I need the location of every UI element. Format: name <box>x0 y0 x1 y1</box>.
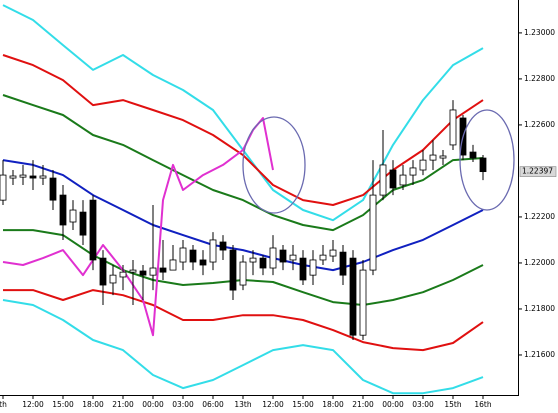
x-tick-label: 00:00 <box>382 400 404 409</box>
x-tick-label: 15:00 <box>52 400 74 409</box>
candle-body <box>309 259 317 276</box>
last-price-box <box>519 166 557 177</box>
candle-body <box>439 155 447 159</box>
candle-body <box>209 239 217 263</box>
candle-body <box>99 257 107 286</box>
candle-body <box>79 211 87 236</box>
candle-body <box>389 169 397 189</box>
x-tick-label: 16th <box>474 400 491 409</box>
candle-body <box>139 270 147 276</box>
y-tick-label: 1.22200 <box>524 212 555 221</box>
candle-body <box>189 249 197 263</box>
x-tick-label: 12:00 <box>22 400 44 409</box>
x-tick-label: 21:00 <box>352 400 374 409</box>
y-tick-label: 1.22600 <box>524 120 555 129</box>
candle-body <box>469 151 477 159</box>
axes: 1.23000 1.22800 1.22600 1.22200 1.22000 1.218… <box>0 28 557 409</box>
candle-body <box>119 271 127 278</box>
candle-body <box>129 269 137 273</box>
indicator-line <box>2 159 484 272</box>
candle-body <box>39 175 47 179</box>
candle-body <box>29 175 37 179</box>
candle-body <box>269 247 277 269</box>
candle-body <box>399 174 407 186</box>
x-tick-label: 06:00 <box>202 400 224 409</box>
x-tick-label: 18:00 <box>82 400 104 409</box>
x-tick-label: 03:00 <box>412 400 434 409</box>
highlight-ellipse <box>242 116 306 214</box>
candle-body <box>369 194 377 271</box>
candle-body <box>89 199 97 261</box>
candle-body <box>9 175 17 179</box>
candle-body <box>319 254 327 261</box>
candle-body <box>199 259 207 266</box>
candle-body <box>229 249 237 291</box>
candle-body <box>179 247 187 263</box>
candle-body <box>379 164 387 196</box>
x-tick-label: th <box>0 400 7 409</box>
candle-body <box>409 167 417 176</box>
candle-body <box>289 254 297 261</box>
candle-body <box>219 241 227 251</box>
candle-body <box>169 259 177 271</box>
indicator-line <box>3 289 484 352</box>
candle-body <box>19 174 27 178</box>
candle-body <box>149 267 157 276</box>
indicator-line <box>2 299 484 395</box>
candle-body <box>339 251 347 276</box>
candle-body <box>449 109 457 146</box>
candle-body <box>249 257 257 263</box>
candle-body <box>109 274 117 284</box>
candle-body <box>0 174 7 201</box>
candle-body <box>479 157 487 173</box>
last-price-label: 1.22397 <box>522 167 553 176</box>
x-tick-label: 18:00 <box>322 400 344 409</box>
x-tick-label: 21:00 <box>112 400 134 409</box>
candle-body <box>239 261 247 286</box>
x-tick-label: 00:00 <box>142 400 164 409</box>
y-tick-label: 1.21600 <box>524 350 555 359</box>
candle-body <box>359 269 367 336</box>
y-tick-label: 1.22000 <box>524 258 555 267</box>
y-tick-label: 1.23000 <box>524 28 555 37</box>
x-tick-label: 15:00 <box>292 400 314 409</box>
candle-body <box>299 257 307 281</box>
x-tick-label: 12:00 <box>262 400 284 409</box>
candle-body <box>69 209 77 223</box>
candle-body <box>159 267 167 273</box>
y-tick-label: 1.21800 <box>524 304 555 313</box>
candle-body <box>49 177 57 201</box>
x-tick-label: 15th <box>444 400 461 409</box>
highlight-ellipse <box>459 109 515 211</box>
candle-body <box>419 159 427 171</box>
candle-body <box>429 154 437 161</box>
candle-body <box>349 257 357 336</box>
candle-body <box>59 194 67 226</box>
candle-body <box>279 249 287 263</box>
x-tick-label: 13th <box>234 400 251 409</box>
x-tick-label: 03:00 <box>172 400 194 409</box>
candle-body <box>329 249 337 257</box>
candle-body <box>259 257 267 269</box>
y-tick-label: 1.22800 <box>524 74 555 83</box>
